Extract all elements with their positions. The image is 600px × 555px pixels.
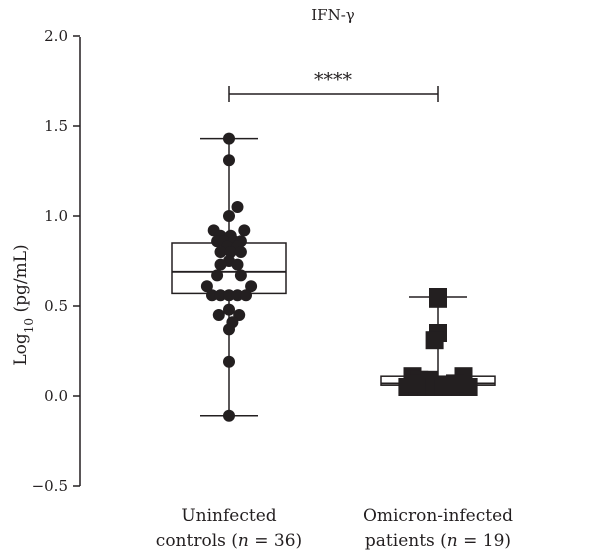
category-label-omicron: Omicron-infected patients (n = 19) [363, 506, 513, 551]
data-point [223, 409, 235, 422]
chart-title: IFN-γ [311, 6, 355, 24]
y-tick-label: 1.0 [44, 207, 68, 225]
y-tick-label: 0.0 [44, 387, 68, 405]
data-point [223, 154, 235, 167]
category-label-line1: Uninfected [181, 506, 276, 526]
data-point [223, 210, 235, 222]
y-axis-label-unit: (pg/mL) [11, 244, 31, 318]
y-axis-ticks: 2.0 1.5 1.0 0.5 0.0 −0.5 [32, 27, 80, 495]
group-1 [380, 288, 496, 396]
data-point [234, 269, 247, 282]
data-point [223, 323, 235, 336]
category-label-line2: controls (n = 36) [156, 531, 302, 551]
data-point [231, 289, 244, 302]
significance-bracket: **** [228, 69, 439, 102]
svg-text:Log10 (pg/mL): Log10 (pg/mL) [11, 244, 36, 365]
category-label-line2: patients (n = 19) [365, 531, 511, 551]
data-point [206, 289, 218, 302]
data-point [214, 258, 227, 271]
y-tick-label: −0.5 [32, 477, 68, 495]
data-point [459, 378, 478, 396]
data-point [240, 289, 252, 302]
data-point [223, 132, 235, 145]
data-point [231, 258, 244, 271]
data-point [403, 374, 422, 393]
data-point [224, 246, 237, 258]
data-point [212, 309, 225, 321]
data-point [429, 289, 447, 308]
category-label-line1: Omicron-infected [363, 506, 513, 526]
data-point [223, 355, 235, 368]
data-point [231, 201, 244, 213]
data-point [245, 280, 258, 293]
data-point [238, 224, 251, 237]
group-0 [171, 132, 287, 422]
y-axis-label-subscript: 10 [22, 318, 36, 333]
data-point [200, 280, 213, 293]
y-axis-label-main: Log [11, 333, 31, 366]
y-tick-label: 1.5 [44, 117, 68, 135]
significance-label: **** [314, 69, 353, 91]
y-tick-label: 2.0 [44, 27, 68, 45]
category-label-uninfected: Uninfected controls (n = 36) [156, 506, 302, 551]
data-point [223, 289, 235, 302]
plot-groups [171, 132, 496, 422]
data-point [425, 331, 444, 350]
data-point [437, 376, 456, 395]
data-point [211, 269, 224, 282]
y-tick-label: 0.5 [44, 297, 68, 315]
data-point [223, 303, 235, 316]
data-point [234, 246, 247, 258]
data-point [214, 289, 227, 302]
data-point [214, 246, 227, 258]
y-axis-label: Log10 (pg/mL) [11, 244, 36, 365]
